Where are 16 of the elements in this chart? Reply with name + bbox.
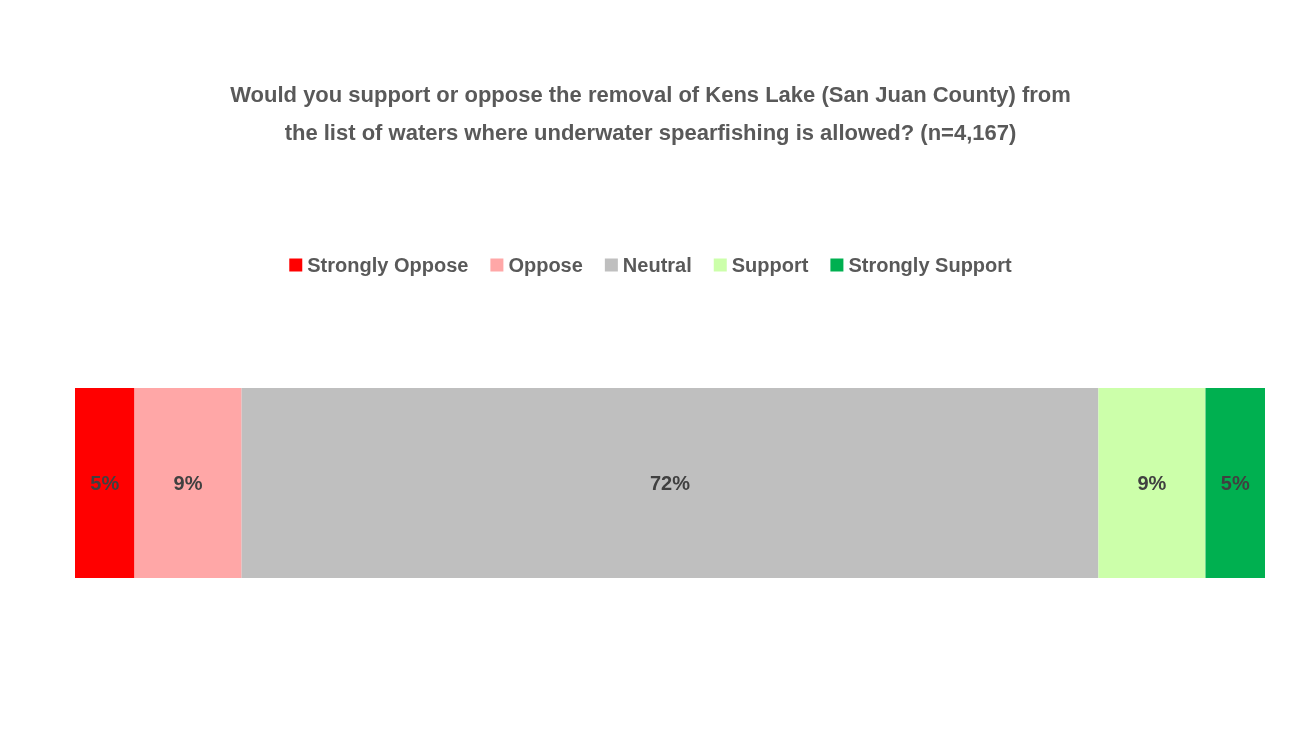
legend-label: Strongly Support <box>848 254 1013 276</box>
bar <box>241 388 1099 578</box>
legend-label: Support <box>731 254 809 276</box>
legend-label: Strongly Oppose <box>307 254 469 276</box>
bar <box>134 388 242 578</box>
data-label: 5% <box>90 472 120 494</box>
bar <box>75 388 135 578</box>
legend-label: Oppose <box>508 254 583 276</box>
chart-title: Would you support or oppose the removal of Kens Lake (San Juan County) from the list of waters where underwater spearfishing is allowed? (n=4,167) <box>230 81 1071 145</box>
bar <box>1098 388 1206 578</box>
legend-label: Neutral <box>622 254 692 276</box>
data-label: 5% <box>1220 472 1250 494</box>
bar <box>1205 388 1265 578</box>
data-label: 72% <box>649 472 691 494</box>
data-label: 9% <box>1137 472 1167 494</box>
data-label: 9% <box>173 472 203 494</box>
